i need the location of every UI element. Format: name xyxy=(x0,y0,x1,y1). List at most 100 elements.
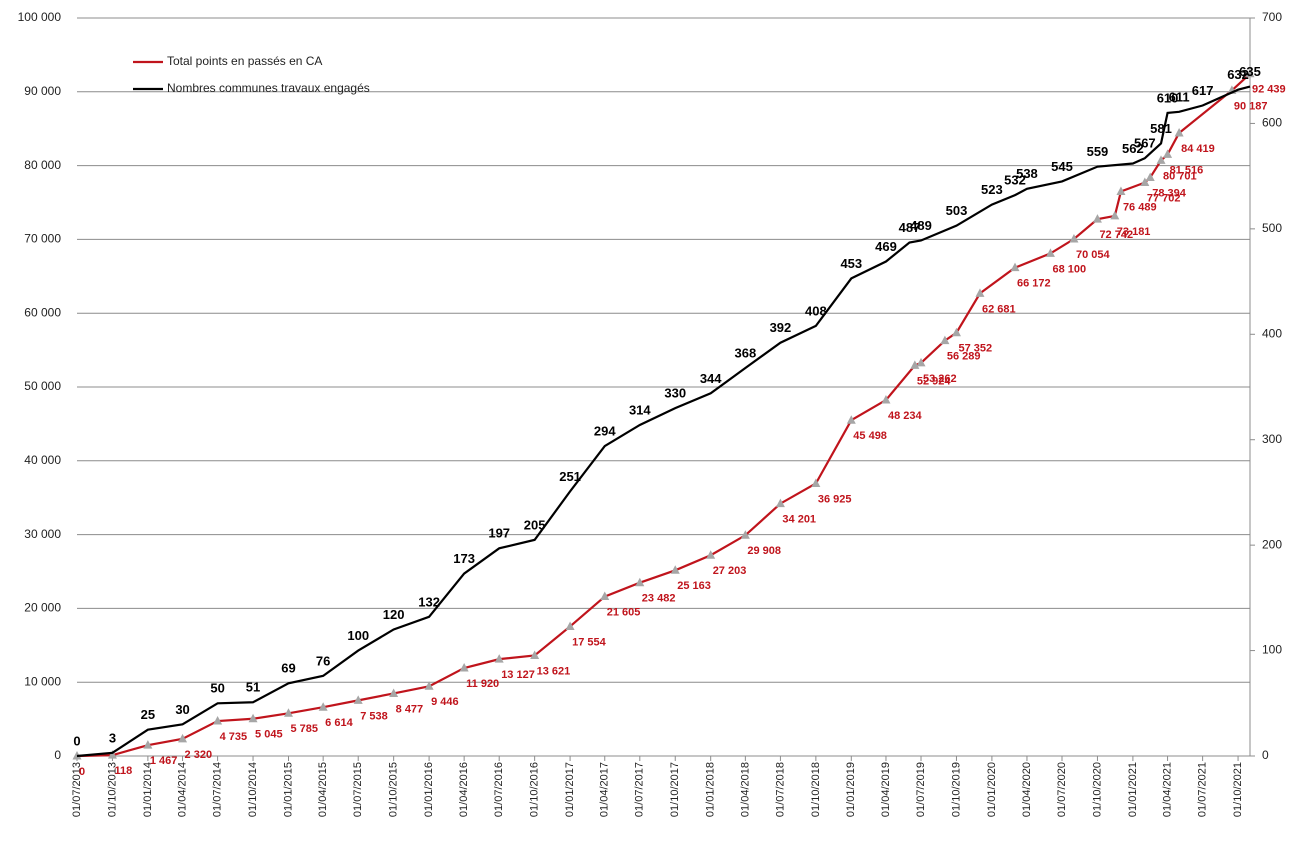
x-tick-label: 01/04/2019 xyxy=(880,762,892,817)
x-tick-label: 01/04/2021 xyxy=(1161,762,1173,817)
y-tick-label: 60 000 xyxy=(24,305,61,319)
x-tick-label: 01/01/2017 xyxy=(564,762,576,817)
point-marker xyxy=(635,577,645,587)
y-tick-label: 100 000 xyxy=(18,10,62,24)
legend-label: Total points en passés en CA xyxy=(167,54,322,68)
point-marker xyxy=(1092,214,1102,223)
data-label: 100 xyxy=(347,628,369,643)
x-tick-label: 01/07/2014 xyxy=(212,762,224,817)
x-tick-label: 01/04/2017 xyxy=(599,762,611,817)
point-marker xyxy=(811,478,821,487)
point-marker xyxy=(600,591,610,601)
point-marker xyxy=(1245,68,1255,78)
data-label: 632 xyxy=(1227,67,1249,82)
data-label: 368 xyxy=(735,345,757,360)
x-tick-label: 01/07/2013 xyxy=(71,762,83,817)
point-marker xyxy=(494,654,504,663)
data-label: 34 201 xyxy=(782,514,816,526)
y-tick-label: 50 000 xyxy=(24,379,61,393)
data-label: 9 446 xyxy=(431,696,459,708)
data-label: 78 394 xyxy=(1152,187,1187,199)
data-label: 0 xyxy=(73,733,80,748)
data-label: 92 439 xyxy=(1252,84,1286,96)
point-marker xyxy=(283,708,293,717)
x-tick-label: 01/01/2016 xyxy=(423,762,435,817)
x-tick-label: 01/10/2014 xyxy=(247,762,259,817)
x-tick-label: 01/07/2015 xyxy=(352,762,364,817)
data-label: 453 xyxy=(840,256,862,271)
data-label: 25 163 xyxy=(677,580,711,592)
x-tick-label: 01/01/2014 xyxy=(142,762,154,817)
x-tick-label: 01/10/2017 xyxy=(669,762,681,817)
point-marker xyxy=(318,702,328,711)
point-marker xyxy=(1010,262,1020,272)
legend-label: Nombres communes travaux engagés xyxy=(167,81,370,95)
data-label: 48 234 xyxy=(888,410,923,422)
data-label: 13 127 xyxy=(501,669,535,681)
point-marker xyxy=(740,530,750,539)
data-label: 118 xyxy=(114,765,132,777)
point-marker xyxy=(951,327,961,337)
x-tick-label: 01/07/2016 xyxy=(493,762,505,817)
data-label: 17 554 xyxy=(572,636,607,648)
y-tick-label: 80 000 xyxy=(24,158,61,172)
y2-tick-label: 100 xyxy=(1262,643,1282,657)
point-marker xyxy=(670,565,680,574)
point-marker xyxy=(975,288,985,297)
data-label: 8 477 xyxy=(396,703,424,715)
x-tick-label: 01/01/2015 xyxy=(282,762,294,817)
data-label: 538 xyxy=(1016,166,1038,181)
data-label: 294 xyxy=(594,423,616,438)
data-label: 80 701 xyxy=(1163,170,1197,182)
data-label: 25 xyxy=(141,707,155,722)
point-marker xyxy=(775,498,785,508)
point-marker xyxy=(424,681,434,690)
x-tick-label: 01/10/2013 xyxy=(106,762,118,817)
data-label: 66 172 xyxy=(1017,278,1051,290)
data-label: 610 xyxy=(1157,90,1179,105)
data-label: 51 xyxy=(246,680,260,695)
point-marker xyxy=(530,650,540,659)
data-label: 532 xyxy=(1004,173,1026,188)
data-label: 4 735 xyxy=(220,731,248,743)
point-marker xyxy=(1069,234,1079,243)
x-tick-label: 01/10/2015 xyxy=(388,762,400,817)
data-label: 392 xyxy=(770,320,792,335)
data-label: 635 xyxy=(1239,64,1261,79)
point-marker xyxy=(565,621,575,630)
point-marker xyxy=(1163,149,1173,158)
data-label: 567 xyxy=(1134,136,1156,151)
data-label: 56 289 xyxy=(947,350,981,362)
x-tick-label: 01/07/2018 xyxy=(774,762,786,817)
x-tick-label: 01/01/2021 xyxy=(1127,762,1139,817)
y2-tick-label: 300 xyxy=(1262,432,1282,446)
data-label: 120 xyxy=(383,607,405,622)
data-label: 562 xyxy=(1122,141,1144,156)
y2-tick-label: 700 xyxy=(1262,10,1282,24)
data-label: 1 467 xyxy=(150,755,178,767)
data-label: 5 785 xyxy=(290,723,318,735)
data-label: 76 489 xyxy=(1123,201,1157,213)
point-marker xyxy=(389,688,399,697)
y-tick-label: 70 000 xyxy=(24,232,61,246)
data-label: 503 xyxy=(946,203,968,218)
y2-tick-label: 400 xyxy=(1262,326,1282,340)
data-label: 330 xyxy=(664,386,686,401)
y2-tick-label: 200 xyxy=(1262,537,1282,551)
data-label: 487 xyxy=(899,220,921,235)
y2-tick-label: 600 xyxy=(1262,116,1282,130)
data-label: 57 352 xyxy=(958,343,992,355)
point-marker xyxy=(846,415,856,424)
x-tick-label: 01/10/2019 xyxy=(950,762,962,817)
x-tick-label: 01/10/2021 xyxy=(1232,762,1244,817)
data-label: 70 054 xyxy=(1076,249,1111,261)
x-tick-label: 01/07/2021 xyxy=(1197,762,1209,817)
point-marker xyxy=(353,695,363,704)
data-label: 0 xyxy=(79,766,85,778)
point-marker xyxy=(1110,210,1120,220)
point-marker xyxy=(1116,186,1126,196)
data-label: 84 419 xyxy=(1181,143,1215,155)
x-tick-label: 01/10/2016 xyxy=(529,762,541,817)
point-marker xyxy=(1140,177,1150,187)
